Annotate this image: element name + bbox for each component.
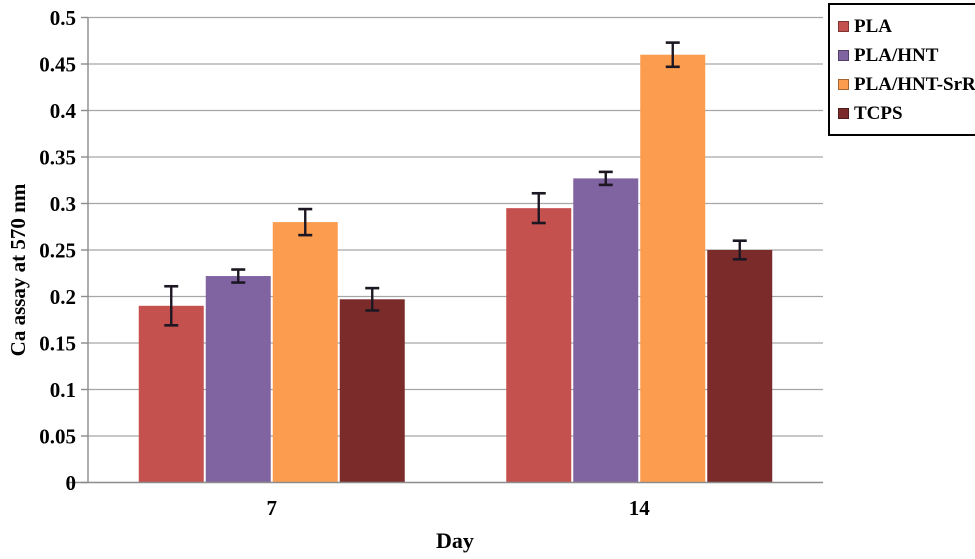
y-tick-label: 0.05 [39, 425, 76, 449]
y-tick-label: 0.3 [50, 192, 76, 216]
x-tick-label: 7 [267, 496, 278, 520]
y-tick-label: 0.2 [50, 285, 76, 309]
x-axis-title: Day [436, 528, 474, 553]
legend-label: TCPS [854, 102, 903, 124]
bar-pla-hnt-srr-day14 [640, 54, 706, 483]
bar-pla-hnt-srr-day7 [272, 222, 338, 483]
y-tick-label: 0.25 [39, 239, 76, 263]
legend-label: PLA [854, 15, 892, 37]
legend-label: PLA/HNT-SrR [854, 73, 975, 95]
bar-tcps-day7 [339, 299, 405, 483]
y-tick-label: 0 [66, 471, 77, 495]
legend-label: PLA/HNT [854, 44, 939, 66]
y-tick-label: 0.45 [39, 53, 76, 77]
legend-item-pla-hnt: PLA/HNT [838, 41, 975, 70]
bar-pla-day14 [506, 208, 572, 483]
y-tick-label: 0.5 [50, 6, 76, 30]
legend-swatch-icon [838, 50, 849, 61]
legend: PLA PLA/HNT PLA/HNT-SrR TCPS [828, 3, 975, 136]
y-axis-title: Ca assay at 570 nm [6, 183, 30, 357]
bar-pla-day7 [138, 305, 204, 483]
y-tick-label: 0.35 [39, 146, 76, 170]
bar-pla-hnt-day7 [205, 276, 271, 483]
legend-swatch-icon [838, 108, 849, 119]
y-tick-label: 0.15 [39, 332, 76, 356]
legend-swatch-icon [838, 79, 849, 90]
legend-item-tcps: TCPS [838, 99, 975, 128]
y-tick-label: 0.1 [50, 378, 76, 402]
legend-item-pla-hnt-srr: PLA/HNT-SrR [838, 70, 975, 99]
bar-pla-hnt-day14 [573, 178, 639, 483]
legend-swatch-icon [838, 21, 849, 32]
legend-item-pla: PLA [838, 12, 975, 41]
bar-tcps-day14 [707, 250, 773, 483]
x-tick-label: 14 [629, 496, 651, 520]
y-tick-label: 0.4 [50, 99, 77, 123]
